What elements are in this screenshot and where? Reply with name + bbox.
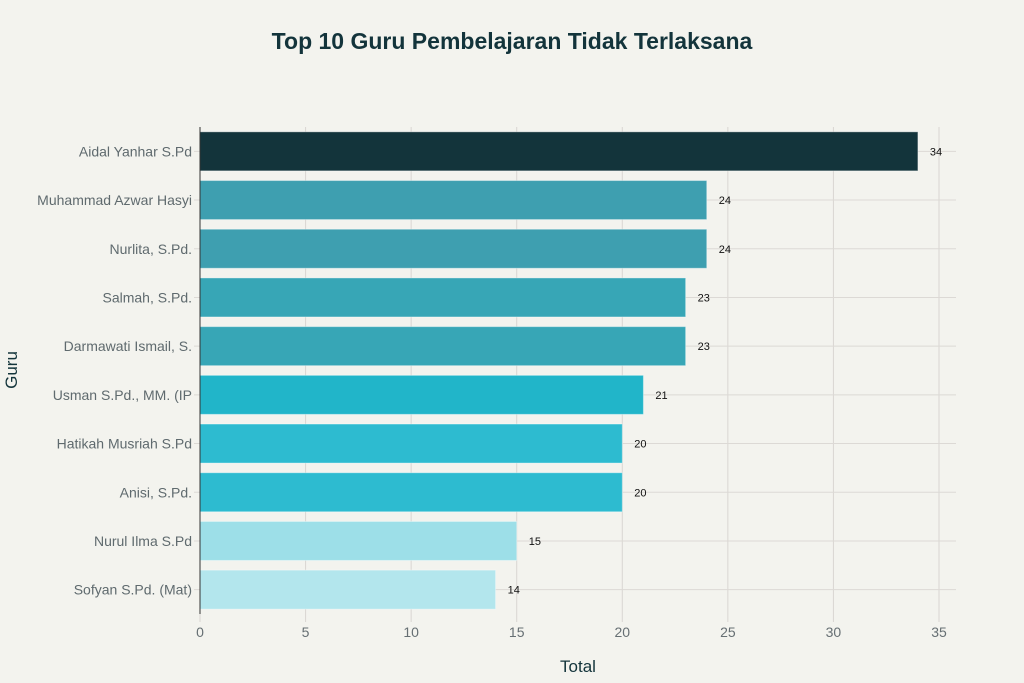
x-tick-label: 30 [826,624,842,640]
bar [199,277,687,318]
bar [199,180,708,221]
x-tick-label: 25 [720,624,736,640]
bar [199,326,687,367]
bar [199,472,623,513]
bars [199,131,919,610]
y-tick-label: Usman S.Pd., MM. (IP [53,387,192,403]
x-tick-label: 0 [196,624,204,640]
x-tick-label: 5 [302,624,310,640]
chart-title: Top 10 Guru Pembelajaran Tidak Terlaksan… [271,28,753,54]
data-label: 20 [634,439,646,451]
bar [199,423,623,464]
y-axis-title: Guru [2,351,21,389]
data-label: 23 [698,292,710,304]
data-label: 21 [655,390,667,402]
data-labels: 34 24 24 23 23 21 20 20 15 14 [508,146,943,596]
y-tick-label: Darmawati Ismail, S. [64,338,192,354]
bar [199,131,919,172]
data-label: 23 [698,341,710,353]
bar [199,569,497,610]
y-tick-label: Salmah, S.Pd. [103,289,193,305]
bar [199,520,518,561]
y-tick-labels: Aidal Yanhar S.Pd Muhammad Azwar Hasyi Nur… [37,143,192,597]
data-label: 24 [719,244,731,256]
y-tick-label: Anisi, S.Pd. [120,484,192,500]
x-tick-label: 15 [509,624,525,640]
x-tick-label: 20 [614,624,630,640]
y-tick-label: Muhammad Azwar Hasyi [37,192,192,208]
data-label: 34 [930,146,942,158]
y-tick-label: Hatikah Musriah S.Pd [57,436,192,452]
bar [199,374,644,415]
data-label: 15 [529,536,541,548]
x-tick-label: 10 [403,624,419,640]
data-label: 24 [719,195,731,207]
x-tick-label: 35 [931,624,947,640]
data-label: 14 [508,585,520,597]
x-tick-labels: 0 5 10 15 20 25 30 35 [196,624,947,640]
y-tick-label: Nurlita, S.Pd. [110,241,192,257]
y-tick-label: Nurul Ilma S.Pd [94,533,192,549]
bar [199,228,708,269]
x-axis-title: Total [560,657,596,676]
data-label: 20 [634,487,646,499]
y-tick-label: Sofyan S.Pd. (Mat) [74,582,192,598]
y-tick-label: Aidal Yanhar S.Pd [79,143,192,159]
